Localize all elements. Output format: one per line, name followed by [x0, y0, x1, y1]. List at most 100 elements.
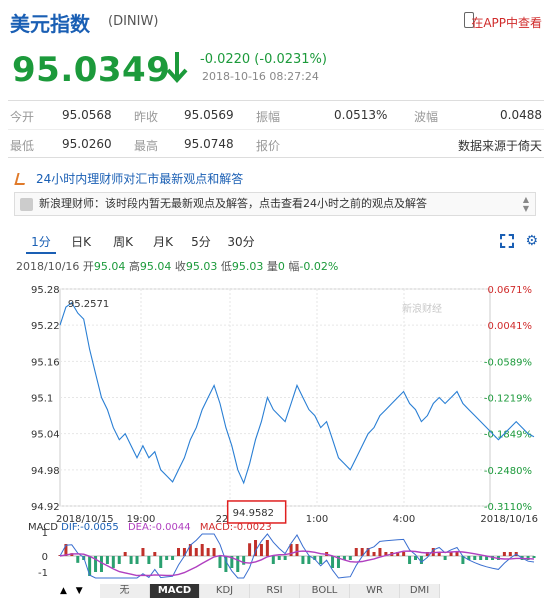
- stats-table: 今开 95.0568 昨收 95.0569 振幅 0.0513% 波幅 0.04…: [8, 100, 544, 158]
- dif-line: [59, 533, 535, 579]
- indicator-tab-macd[interactable]: MACD: [150, 584, 200, 598]
- macd-bar: [123, 552, 127, 556]
- ohlc-amp: -0.02%: [299, 260, 339, 273]
- macd-bar: [419, 556, 423, 564]
- stat-label: 昨收: [134, 110, 159, 124]
- tab-1min[interactable]: 1分: [26, 230, 56, 254]
- macd-bar: [354, 548, 358, 556]
- pct-tick-label: -0.1219%: [484, 394, 532, 405]
- dea-value: -0.0044: [152, 522, 191, 533]
- stats-row: 今开 95.0568 昨收 95.0569 振幅 0.0513% 波幅 0.04…: [8, 101, 544, 129]
- macd-bar: [111, 556, 115, 568]
- x-tick-label: 2018/10/16: [480, 514, 538, 525]
- indicator-tab-none[interactable]: 无: [100, 584, 150, 598]
- dif-label: DIF:: [61, 522, 81, 533]
- macd-bar: [414, 556, 417, 560]
- low-marker-label: 94.9582: [233, 508, 274, 519]
- ohlc-close: 95.03: [185, 260, 218, 273]
- macd-bar: [396, 552, 400, 556]
- macd-bar: [171, 556, 175, 560]
- macd-title: MACD: [28, 522, 58, 533]
- macd-bar: [147, 556, 151, 564]
- macd-bar: [182, 548, 186, 556]
- news-section: 24小时内理财师对汇市最新观点和解答 新浪理财师：该时段内暂无最新观点及解答，点…: [14, 168, 536, 216]
- macd-bar: [271, 556, 275, 564]
- macd-bar: [437, 552, 441, 556]
- ohlc-readout: 2018/10/16 开95.04 高95.04 收95.03 低95.03 量…: [16, 258, 338, 274]
- price-change: -0.0220 (-0.0231%): [200, 52, 327, 67]
- news-heading-text: 24小时内理财师对汇市最新观点和解答: [36, 172, 244, 186]
- macd-readout: MACD DIF:-0.0055 DEA:-0.0044 MACD:-0.002…: [28, 522, 272, 533]
- macd-bar: [289, 544, 293, 556]
- dif-value: -0.0055: [80, 522, 119, 533]
- indicator-tab-dmi[interactable]: DMI: [400, 584, 440, 598]
- stat-value: 95.0260: [62, 137, 112, 151]
- scroll-arrows-icon[interactable]: ▲ ▼: [522, 195, 529, 213]
- macd-bar: [200, 544, 204, 556]
- macd-bar: [461, 556, 465, 564]
- y-axis-labels: 95.28 95.22 95.16 95.1 95.04 94.98 94.92: [31, 285, 60, 513]
- macd-bar: [342, 556, 346, 560]
- pct-tick-label: -0.0589%: [484, 357, 532, 368]
- settings-icon[interactable]: ⚙: [525, 233, 538, 249]
- indicator-tab-kdj[interactable]: KDJ: [200, 584, 250, 598]
- tab-daily[interactable]: 日K: [71, 235, 91, 249]
- tab-weekly[interactable]: 周K: [113, 235, 133, 249]
- macd-bar: [491, 556, 495, 560]
- y-tick-label: 95.16: [31, 357, 60, 368]
- macd-y-label: -1: [38, 568, 48, 579]
- pct-tick-label: 0.0041%: [488, 321, 533, 332]
- macd-bar: [248, 543, 252, 556]
- chart-watermark: 新浪财经: [402, 302, 442, 315]
- stat-label: 振幅: [256, 110, 281, 124]
- stat-label: 最低: [10, 139, 35, 153]
- macd-bar: [425, 552, 429, 556]
- macd-bar: [259, 544, 263, 556]
- macd-bar: [431, 548, 435, 556]
- ohlc-date: 2018/10/16: [16, 260, 80, 273]
- macd-bar: [218, 556, 222, 568]
- indicator-tab-rsi[interactable]: RSI: [250, 584, 300, 598]
- avatar: [20, 198, 33, 211]
- macd-bar: [520, 556, 524, 560]
- macd-bar: [408, 556, 412, 564]
- tab-monthly[interactable]: 月K: [153, 235, 173, 249]
- open-in-app-link[interactable]: 在APP中查看: [471, 16, 542, 30]
- macd-bar: [449, 552, 453, 556]
- indicator-tab-boll[interactable]: BOLL: [300, 584, 350, 598]
- macd-bar: [177, 548, 180, 556]
- ohlc-volume-label: 量: [266, 260, 278, 273]
- indicator-tab-wr[interactable]: WR: [350, 584, 400, 598]
- low-marker-box: [226, 500, 287, 524]
- tab-30min[interactable]: 30分: [227, 235, 255, 249]
- scroll-up-icon[interactable]: ▲: [60, 586, 67, 596]
- stat-label: 报价: [256, 139, 281, 153]
- macd-bar: [455, 552, 459, 556]
- macd-bar: [242, 556, 246, 565]
- data-source: 数据来源于倚天: [457, 139, 542, 153]
- pct-tick-label: -0.3110%: [484, 502, 532, 513]
- macd-bar: [514, 552, 518, 556]
- macd-bar: [360, 548, 364, 556]
- macd-bar: [319, 556, 323, 564]
- macd-bar: [301, 556, 305, 564]
- x-tick-label: 1:00: [306, 514, 328, 525]
- stat-value: 0.0488: [500, 108, 542, 122]
- macd-bar: [76, 556, 80, 563]
- y-tick-label: 94.98: [31, 466, 60, 477]
- news-item[interactable]: 新浪理财师：该时段内暂无最新观点及解答，点击查看24小时之前的观点及解答 ▲ ▼: [14, 192, 536, 216]
- scroll-down-icon[interactable]: ▼: [75, 586, 83, 596]
- nav-arrows[interactable]: ▲ ▼: [60, 586, 83, 596]
- macd-bar: [159, 556, 163, 568]
- macd-bar: [129, 556, 133, 564]
- news-heading[interactable]: 24小时内理财师对汇市最新观点和解答: [14, 168, 536, 190]
- ohlc-open-label: 开: [82, 260, 94, 273]
- macd-bar: [496, 556, 500, 560]
- macd-bar: [236, 556, 240, 572]
- macd-bar: [336, 556, 340, 568]
- fullscreen-icon[interactable]: [500, 234, 514, 248]
- macd-bar: [224, 556, 228, 572]
- stats-row: 最低 95.0260 最高 95.0748 报价 数据来源于倚天: [8, 129, 544, 157]
- dea-label: DEA:: [127, 522, 153, 533]
- tab-5min[interactable]: 5分: [191, 235, 211, 249]
